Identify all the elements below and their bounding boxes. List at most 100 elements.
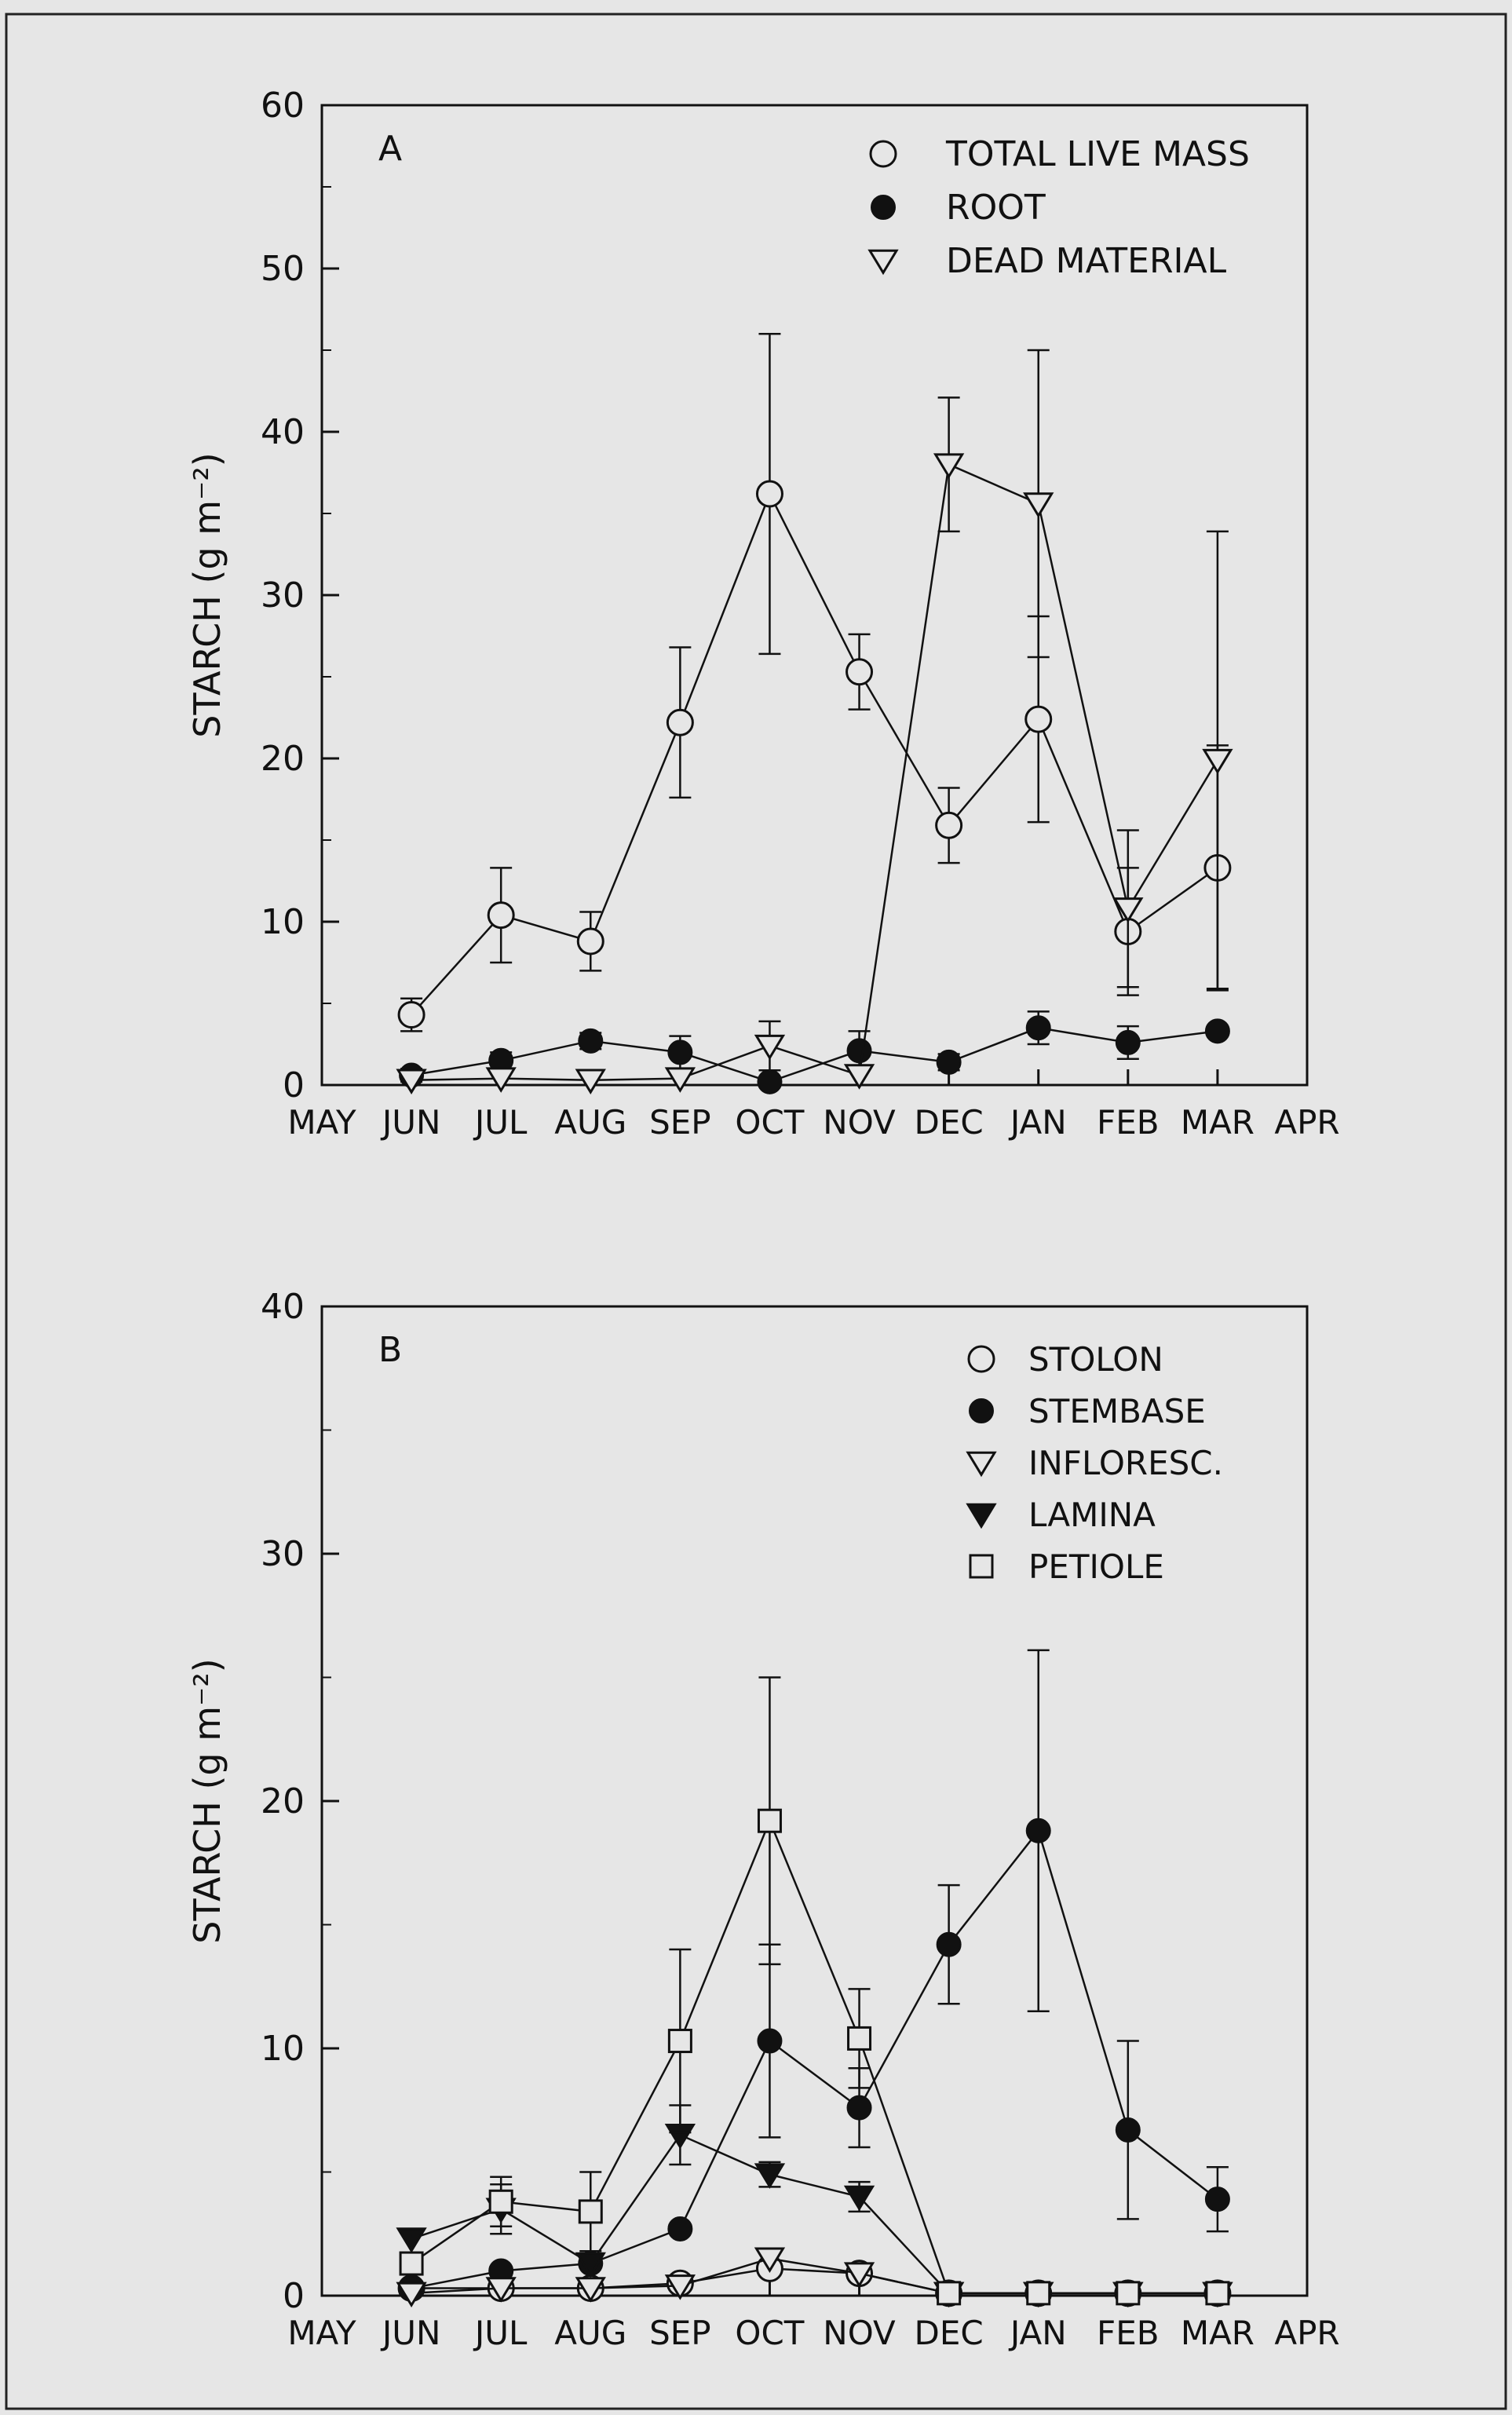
data-point: [397, 1001, 425, 1029]
series-line: [411, 462, 1218, 1082]
data-point: [667, 2216, 693, 2241]
data-point: [1116, 2281, 1141, 2306]
data-point: [575, 2277, 606, 2303]
data-point: [1205, 2281, 1230, 2306]
series-petiole: [399, 1676, 1230, 2306]
x-tick-label: FEB: [1097, 2314, 1160, 2352]
x-tick-label: JAN: [1008, 1103, 1067, 1142]
data-point: [667, 2029, 692, 2054]
legend-label: STEMBASE: [1028, 1392, 1206, 1430]
series-line: [411, 2257, 1218, 2295]
data-point: [664, 2274, 696, 2300]
data-point: [843, 2262, 875, 2288]
y-tick-label: 0: [283, 1065, 305, 1105]
panel-label: B: [378, 1330, 402, 1370]
data-point: [757, 2028, 783, 2054]
x-tick-label: APR: [1274, 1103, 1339, 1142]
data-point: [1025, 1015, 1051, 1041]
data-point: [575, 2252, 606, 2278]
data-point: [487, 901, 515, 930]
series-dead-material: [396, 349, 1233, 1094]
x-tick-label: AUG: [554, 1103, 626, 1142]
series-line: [411, 1829, 1218, 2289]
data-point: [576, 927, 604, 955]
legend-label: DEAD MATERIAL: [946, 241, 1227, 281]
data-point: [666, 708, 694, 736]
legend-label: TOTAL LIVE MASS: [945, 134, 1250, 174]
data-point: [485, 2277, 517, 2303]
y-axis-label: STARCH (g m⁻²): [186, 452, 228, 737]
data-point: [755, 480, 783, 508]
y-tick-label: 50: [261, 249, 305, 289]
y-tick-label: 0: [283, 2276, 305, 2316]
legend-label: STOLON: [1028, 1340, 1163, 1379]
data-point: [396, 1069, 427, 1094]
data-point: [1204, 2187, 1230, 2212]
y-tick-label: 40: [261, 1287, 305, 1327]
x-tick-label: JAN: [1008, 2314, 1067, 2352]
series-total-live-mass: [397, 332, 1232, 1032]
legend-marker: [871, 195, 896, 220]
data-point: [754, 2163, 786, 2189]
data-point: [754, 2247, 786, 2273]
legend-marker: [967, 1345, 995, 1373]
x-tick-label: NOV: [823, 1103, 896, 1142]
x-tick-label: AUG: [554, 2314, 626, 2352]
data-point: [488, 2189, 513, 2214]
x-tick-label: JUL: [473, 1103, 528, 1142]
x-tick-label: APR: [1274, 2314, 1339, 2352]
x-tick-label: SEP: [649, 2314, 711, 2352]
data-point: [845, 658, 874, 686]
data-point: [1115, 1029, 1141, 1055]
data-point: [754, 1034, 786, 1061]
series-lamina: [396, 2104, 1233, 2308]
data-point: [757, 1069, 783, 1094]
panel-label: A: [378, 129, 402, 169]
x-tick-label: DEC: [915, 2314, 984, 2352]
data-point: [1202, 748, 1233, 775]
legend-marker: [966, 1503, 997, 1529]
x-tick-label: MAY: [287, 1103, 356, 1142]
y-tick-label: 10: [261, 2029, 305, 2069]
x-tick-label: OCT: [735, 1103, 804, 1142]
legend-label: INFLORESC.: [1028, 1444, 1223, 1482]
data-point: [936, 1931, 962, 1957]
legend-marker: [969, 1398, 994, 1423]
data-point: [485, 1067, 517, 1093]
series-line: [411, 491, 1218, 1016]
data-point: [843, 2185, 875, 2212]
data-point: [1115, 2117, 1141, 2143]
data-point: [578, 1028, 604, 1054]
series-line: [411, 1026, 1218, 1083]
data-point: [396, 2227, 427, 2253]
legend-marker: [969, 1554, 994, 1579]
data-point: [1024, 705, 1053, 733]
x-tick-label: JUN: [380, 1103, 441, 1142]
data-point: [936, 1049, 962, 1075]
y-tick-label: 20: [261, 739, 305, 779]
legend-label: ROOT: [946, 188, 1046, 228]
series-line: [411, 2133, 1218, 2295]
figure-border: [5, 13, 1507, 2410]
y-tick-label: 30: [261, 575, 305, 616]
data-point: [846, 1038, 872, 1064]
x-tick-label: MAY: [287, 2314, 356, 2352]
y-tick-label: 10: [261, 902, 305, 942]
data-point: [578, 2199, 603, 2224]
x-tick-label: SEP: [649, 1103, 711, 1142]
data-point: [396, 2282, 427, 2308]
series-stolon: [397, 2254, 1232, 2307]
series-line: [411, 1818, 1218, 2295]
legend-label: LAMINA: [1028, 1496, 1156, 1534]
data-point: [757, 1808, 782, 1833]
data-point: [1025, 1818, 1051, 1843]
data-point: [667, 1039, 693, 1065]
data-point: [933, 453, 965, 479]
x-tick-label: JUN: [380, 2314, 441, 2352]
y-tick-label: 40: [261, 412, 305, 452]
data-point: [843, 1064, 875, 1090]
panel-b: 0 10 20 30 40 MAY JUN JUL AUG SEP OCT NOV DEC JAN FEB M…: [186, 1287, 1340, 2352]
x-tick-label: JUL: [473, 2314, 528, 2352]
